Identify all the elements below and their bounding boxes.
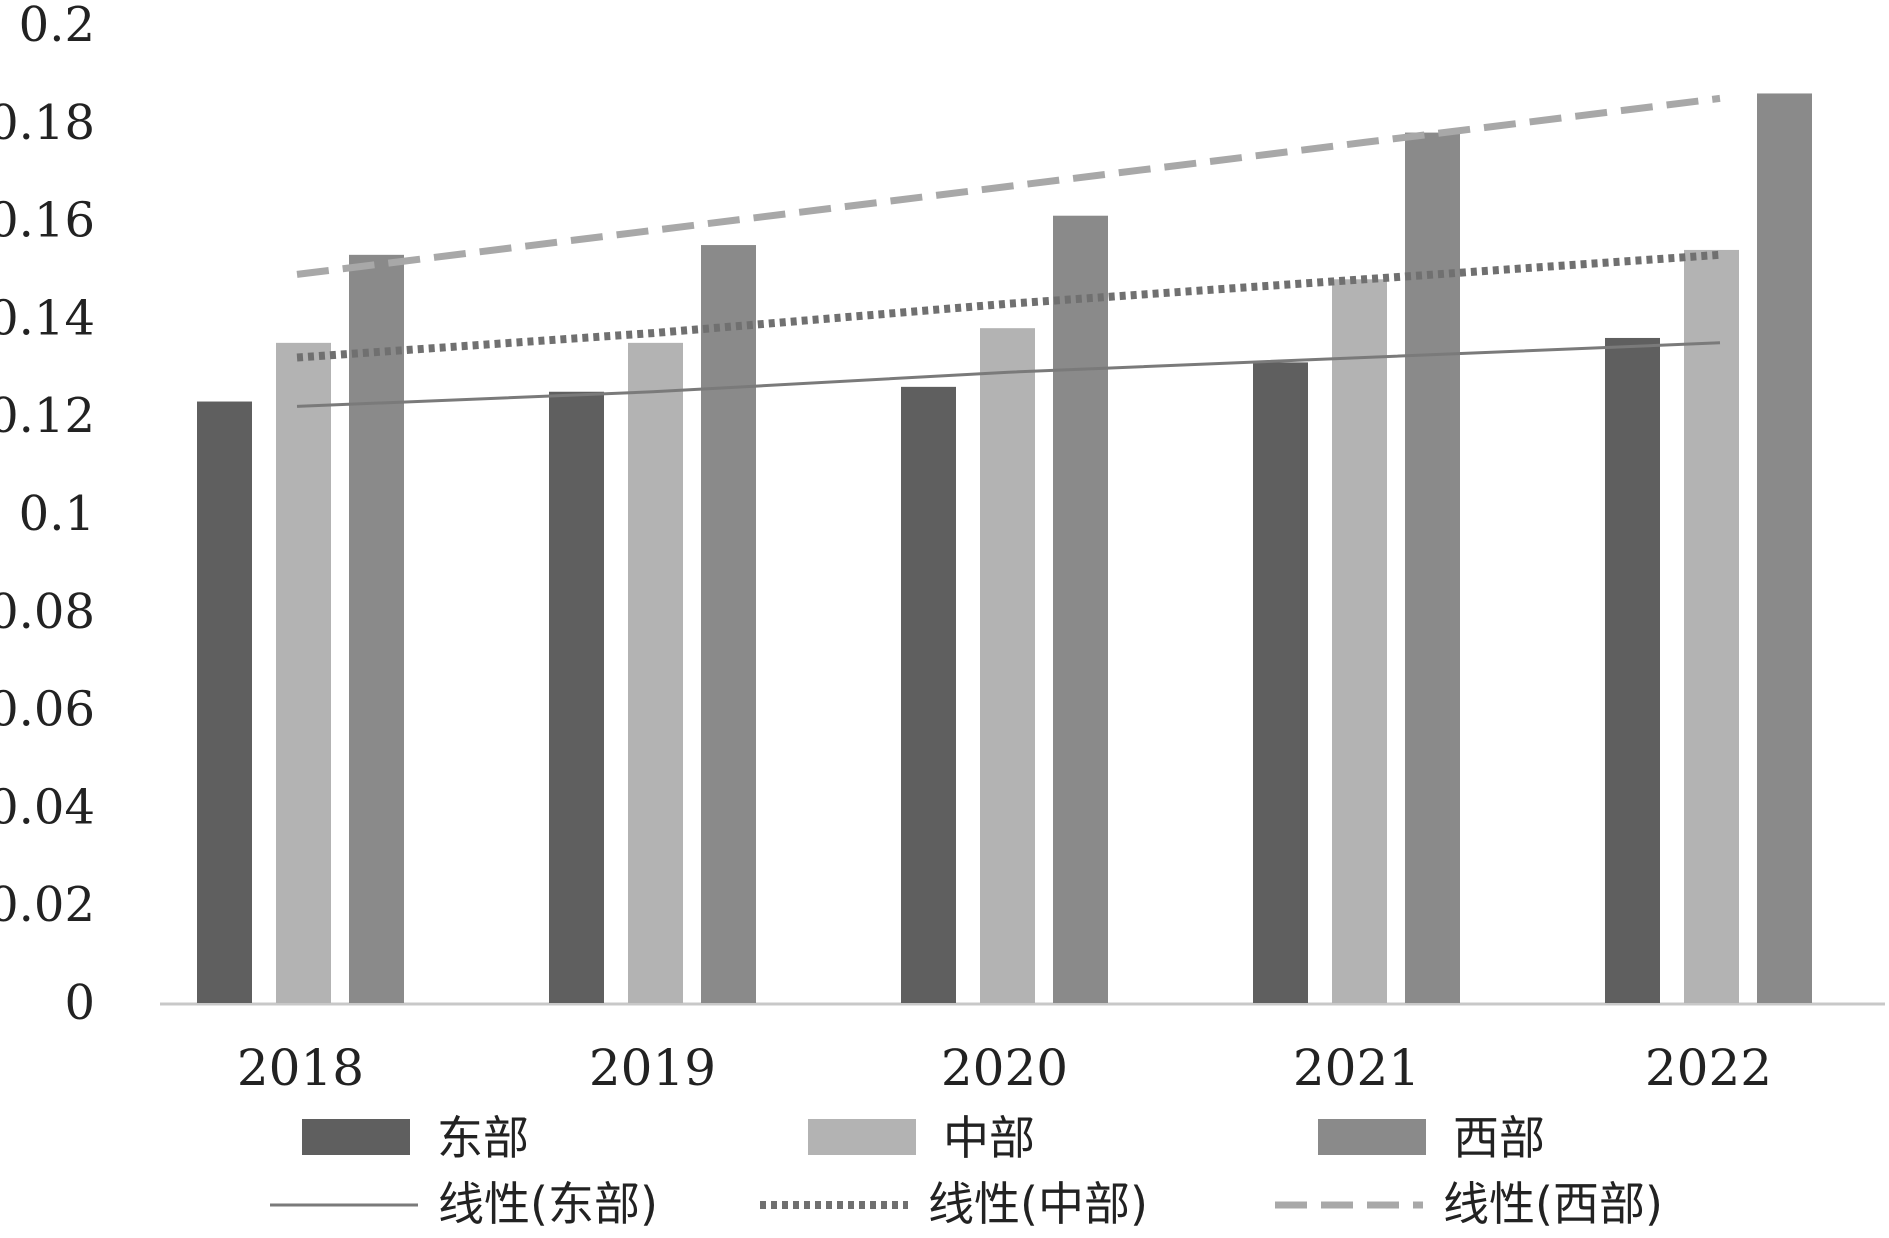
bar-2-2	[1053, 215, 1108, 1003]
legend-label: 线性(西部)	[1443, 1177, 1663, 1231]
y-tick-label: 0.2	[19, 0, 95, 53]
trendline-0	[296, 341, 1721, 408]
legend-label: 西部	[1453, 1111, 1545, 1165]
y-tick-label: 0.1	[19, 486, 95, 542]
y-tick-label: 0.14	[0, 290, 95, 346]
legend-trend-item-1: 线性(中部)	[760, 1177, 1148, 1231]
bar-2-0	[349, 254, 404, 1003]
y-tick-label: 0	[64, 975, 95, 1031]
bar-1-3	[1332, 279, 1387, 1003]
legend-trend-item-2: 线性(西部)	[1275, 1177, 1663, 1231]
bar-2-4	[1757, 93, 1812, 1003]
y-tick-label: 0.18	[0, 95, 95, 151]
bar-2-1	[701, 245, 756, 1004]
y-axis-ticks: 0 0.02 0.04 0.06 0.08 0.1 0.12 0.14 0.16 0.18 0.2	[0, 0, 95, 1031]
bar-1-0	[276, 342, 331, 1004]
bar-1-2	[980, 328, 1035, 1003]
legend-label: 东部	[437, 1111, 529, 1165]
legend-swatch	[808, 1119, 916, 1155]
y-tick-label: 0.06	[0, 682, 95, 738]
x-tick-label: 2018	[237, 1039, 364, 1097]
x-axis-ticks: 2018 2019 2020 2021 2022	[237, 1039, 1772, 1097]
bar-0-1	[549, 391, 604, 1003]
legend-swatch	[1318, 1119, 1426, 1155]
bar-0-2	[901, 386, 956, 1003]
bar-0-3	[1253, 362, 1308, 1003]
y-tick-label: 0.08	[0, 584, 95, 640]
bar-1-1	[628, 342, 683, 1004]
legend-item-2: 西部	[1318, 1111, 1545, 1165]
legend-label: 线性(东部)	[438, 1177, 658, 1231]
y-tick-label: 0.12	[0, 388, 95, 444]
y-tick-label: 0.16	[0, 193, 95, 249]
legend-trend-item-0: 线性(东部)	[270, 1177, 658, 1231]
legend-item-1: 中部	[808, 1111, 1035, 1165]
legend-label: 中部	[943, 1111, 1035, 1165]
legend-swatch	[302, 1119, 410, 1155]
y-tick-label: 0.04	[0, 779, 95, 835]
bar-2-3	[1405, 132, 1460, 1003]
bar-0-4	[1605, 337, 1660, 1004]
trendlines	[296, 94, 1721, 408]
x-tick-label: 2022	[1645, 1039, 1772, 1097]
y-tick-label: 0.02	[0, 877, 95, 933]
x-tick-label: 2019	[589, 1039, 716, 1097]
x-tick-label: 2021	[1293, 1039, 1420, 1097]
legend-label: 线性(中部)	[928, 1177, 1148, 1231]
bars	[197, 93, 1812, 1004]
legend-item-0: 东部	[302, 1111, 529, 1165]
trendline-2	[296, 94, 1721, 278]
x-tick-label: 2020	[941, 1039, 1068, 1097]
bar-1-4	[1684, 249, 1739, 1003]
bar-0-0	[197, 401, 252, 1003]
trendline-1	[296, 250, 1721, 362]
